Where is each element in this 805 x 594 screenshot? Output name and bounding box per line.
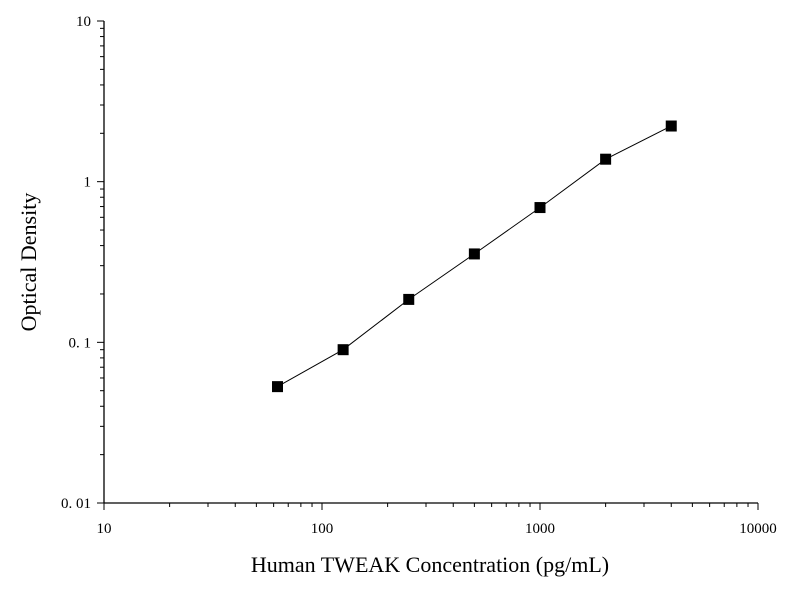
x-tick-label: 10000 — [739, 521, 777, 537]
x-tick-label: 100 — [311, 521, 334, 537]
y-tick-label: 0. 1 — [69, 335, 92, 351]
tick-labels: 10 100 1000 10000 0. 01 0. 1 1 10 — [61, 14, 777, 537]
data-point — [534, 202, 546, 214]
data-point — [272, 381, 284, 393]
x-axis-title: Human TWEAK Concentration (pg/mL) — [251, 552, 609, 577]
data-point — [337, 344, 349, 356]
y-axis-title: Optical Density — [16, 193, 41, 332]
data-point — [403, 293, 415, 305]
ticks — [97, 20, 759, 510]
x-tick-label: 1000 — [525, 521, 555, 537]
x-tick-label: 10 — [97, 521, 112, 537]
y-tick-label: 0. 01 — [61, 496, 91, 512]
y-tick-label: 1 — [84, 175, 92, 191]
data-point — [600, 153, 612, 165]
y-tick-label: 10 — [76, 14, 91, 30]
axes — [103, 21, 758, 504]
data-point — [468, 248, 480, 260]
data-point — [665, 120, 677, 132]
series — [272, 120, 677, 393]
